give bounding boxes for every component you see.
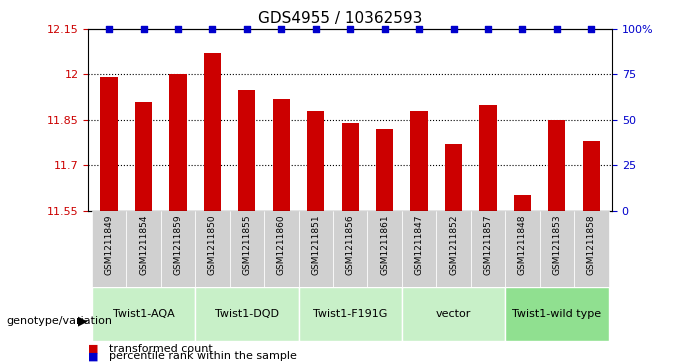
Bar — [238, 90, 256, 211]
Point — [241, 26, 252, 32]
FancyBboxPatch shape — [299, 287, 402, 341]
FancyBboxPatch shape — [92, 211, 126, 287]
Text: ■: ■ — [88, 344, 99, 354]
Bar — [583, 141, 600, 211]
Point — [379, 26, 390, 32]
Text: ▶: ▶ — [78, 315, 88, 328]
Bar — [135, 102, 152, 211]
Point — [276, 26, 287, 32]
FancyBboxPatch shape — [574, 211, 609, 287]
Text: GSM1211851: GSM1211851 — [311, 214, 320, 275]
FancyBboxPatch shape — [505, 211, 540, 287]
FancyBboxPatch shape — [367, 211, 402, 287]
Text: genotype/variation: genotype/variation — [7, 316, 113, 326]
FancyBboxPatch shape — [333, 211, 367, 287]
Text: GSM1211861: GSM1211861 — [380, 214, 389, 275]
Text: Twist1-AQA: Twist1-AQA — [113, 309, 174, 319]
FancyBboxPatch shape — [505, 287, 609, 341]
Text: GSM1211849: GSM1211849 — [105, 214, 114, 275]
FancyBboxPatch shape — [264, 211, 299, 287]
Text: GSM1211856: GSM1211856 — [345, 214, 355, 275]
Point — [103, 26, 114, 32]
FancyBboxPatch shape — [402, 287, 505, 341]
Point — [413, 26, 424, 32]
Bar — [341, 123, 359, 211]
Point — [586, 26, 597, 32]
Point — [448, 26, 459, 32]
FancyBboxPatch shape — [299, 211, 333, 287]
Text: GSM1211855: GSM1211855 — [242, 214, 252, 275]
Text: vector: vector — [436, 309, 471, 319]
Point — [138, 26, 149, 32]
Point — [517, 26, 528, 32]
Text: GSM1211853: GSM1211853 — [552, 214, 562, 275]
Point — [345, 26, 356, 32]
Point — [173, 26, 184, 32]
Text: percentile rank within the sample: percentile rank within the sample — [109, 351, 296, 361]
Bar — [169, 74, 186, 211]
FancyBboxPatch shape — [437, 211, 471, 287]
FancyBboxPatch shape — [471, 211, 505, 287]
FancyBboxPatch shape — [126, 211, 160, 287]
Text: GDS4955 / 10362593: GDS4955 / 10362593 — [258, 11, 422, 26]
Text: ■: ■ — [88, 351, 99, 361]
Bar — [204, 53, 221, 211]
Point — [207, 26, 218, 32]
Text: GSM1211858: GSM1211858 — [587, 214, 596, 275]
Bar — [445, 144, 462, 211]
FancyBboxPatch shape — [230, 211, 264, 287]
Text: GSM1211860: GSM1211860 — [277, 214, 286, 275]
Text: GSM1211859: GSM1211859 — [173, 214, 182, 275]
Text: GSM1211850: GSM1211850 — [208, 214, 217, 275]
Bar — [479, 105, 496, 211]
Text: GSM1211857: GSM1211857 — [483, 214, 492, 275]
Text: GSM1211852: GSM1211852 — [449, 214, 458, 275]
FancyBboxPatch shape — [540, 211, 574, 287]
FancyBboxPatch shape — [195, 211, 230, 287]
Bar — [514, 195, 531, 211]
Bar — [548, 120, 566, 211]
Text: transformed count: transformed count — [109, 344, 213, 354]
Point — [310, 26, 321, 32]
Bar — [411, 111, 428, 211]
Text: Twist1-wild type: Twist1-wild type — [512, 309, 601, 319]
FancyBboxPatch shape — [195, 287, 299, 341]
Text: GSM1211854: GSM1211854 — [139, 214, 148, 275]
Text: Twist1-F191G: Twist1-F191G — [313, 309, 388, 319]
Bar — [307, 111, 324, 211]
Bar — [376, 129, 393, 211]
Text: GSM1211847: GSM1211847 — [415, 214, 424, 275]
Point — [483, 26, 494, 32]
Text: Twist1-DQD: Twist1-DQD — [215, 309, 279, 319]
Point — [551, 26, 562, 32]
Bar — [101, 77, 118, 211]
FancyBboxPatch shape — [160, 211, 195, 287]
Text: GSM1211848: GSM1211848 — [518, 214, 527, 275]
FancyBboxPatch shape — [402, 211, 437, 287]
Bar — [273, 99, 290, 211]
FancyBboxPatch shape — [92, 287, 195, 341]
